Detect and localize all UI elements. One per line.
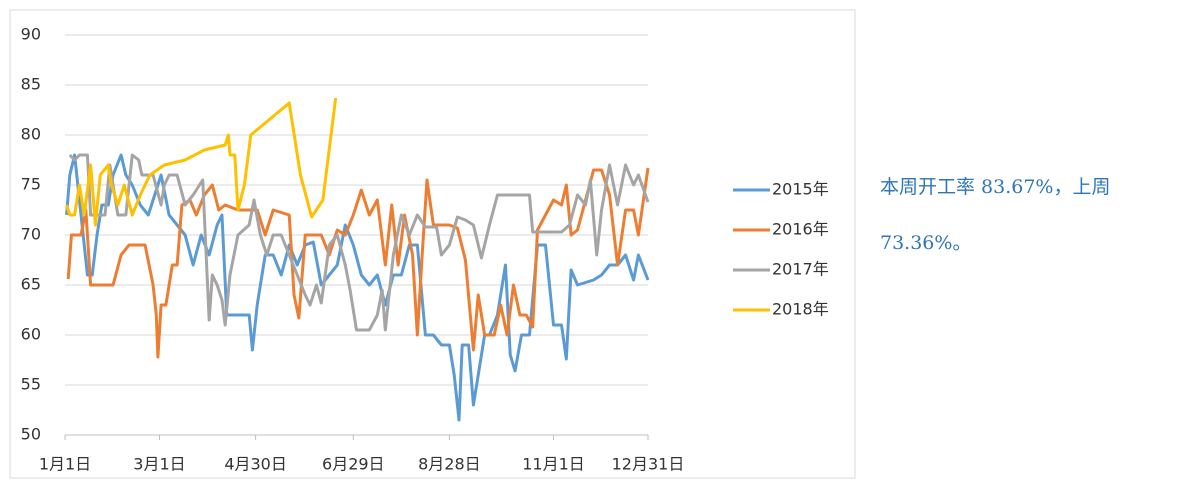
annotation: 本周开工率 83.67%，上周 (880, 176, 1111, 198)
y-tick-label: 70 (21, 225, 41, 244)
annotation: 73.36%。 (880, 232, 971, 254)
x-tick-label: 8月28日 (418, 455, 481, 474)
legend-label: 2018年 (772, 300, 829, 319)
x-tick-label: 11月1日 (522, 455, 585, 474)
legend-label: 2017年 (772, 260, 829, 279)
legend-label: 2016年 (772, 220, 829, 239)
legend-label: 2015年 (772, 180, 829, 199)
y-tick-label: 75 (21, 175, 41, 194)
x-tick-label: 6月29日 (322, 455, 385, 474)
y-tick-label: 90 (21, 25, 41, 44)
y-tick-label: 80 (21, 125, 41, 144)
x-tick-label: 1月1日 (39, 455, 91, 474)
y-tick-label: 55 (21, 375, 41, 394)
y-tick-label: 60 (21, 325, 41, 344)
series-line (66, 167, 650, 359)
y-tick-label: 85 (21, 75, 41, 94)
series-line (65, 97, 338, 227)
series-line (65, 153, 650, 422)
x-tick-label: 3月1日 (133, 455, 185, 474)
x-tick-label: 4月30日 (224, 455, 287, 474)
y-tick-label: 50 (21, 425, 41, 444)
y-tick-label: 65 (21, 275, 41, 294)
series-line (68, 153, 650, 332)
chart-frame (9, 9, 856, 479)
x-tick-label: 12月31日 (612, 455, 685, 474)
